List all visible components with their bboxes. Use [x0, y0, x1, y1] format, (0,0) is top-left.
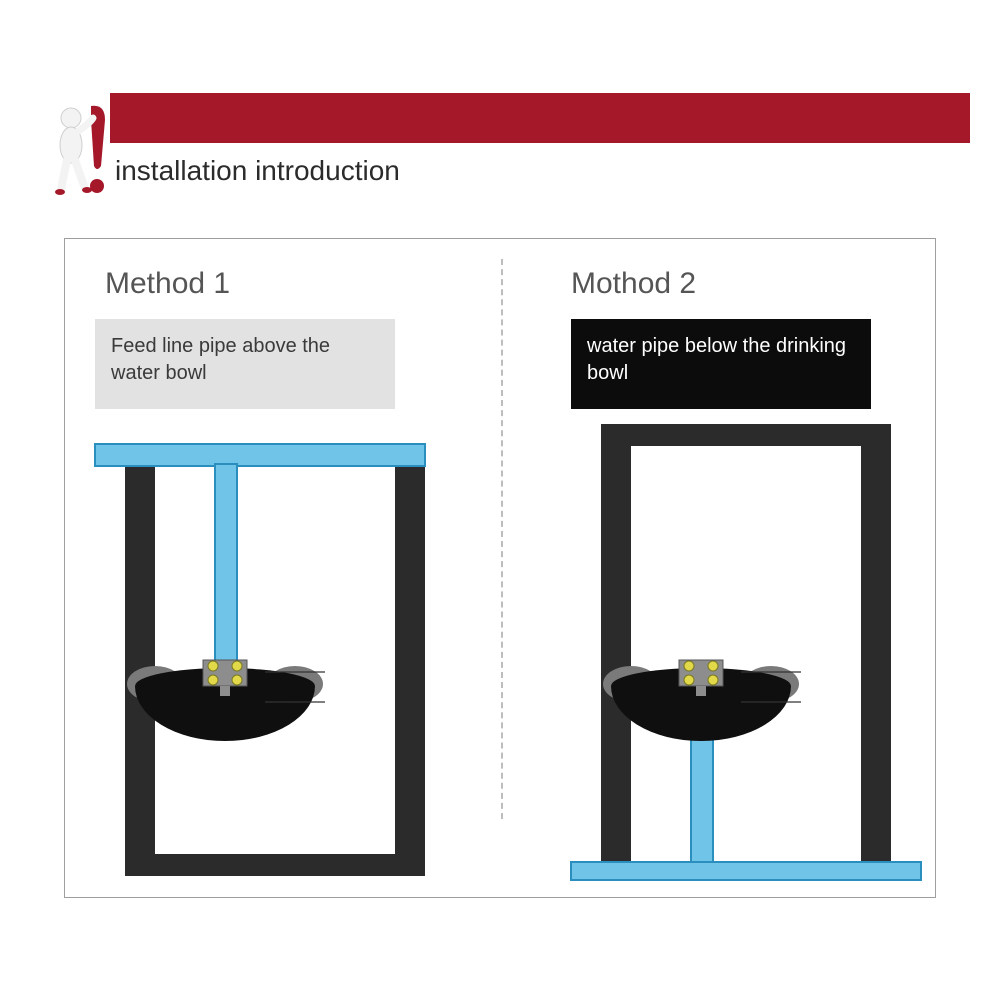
methods-panel: Method 1 Feed line pipe above the water …: [64, 238, 936, 898]
method-2-note: water pipe below the drinking bowl: [571, 319, 871, 409]
method-1: Method 1 Feed line pipe above the water …: [65, 239, 501, 897]
method-2: Mothod 2 water pipe below the drinking b…: [501, 239, 937, 897]
header-accent-bar: [110, 93, 970, 143]
mascot-icon: [55, 100, 115, 200]
page-title: installation introduction: [115, 155, 400, 187]
method-1-note: Feed line pipe above the water bowl: [95, 319, 395, 409]
method-1-diagram: [65, 414, 501, 894]
method-1-title: Method 1: [105, 267, 230, 301]
method-2-diagram: [501, 414, 937, 894]
method-2-title: Mothod 2: [571, 267, 696, 301]
